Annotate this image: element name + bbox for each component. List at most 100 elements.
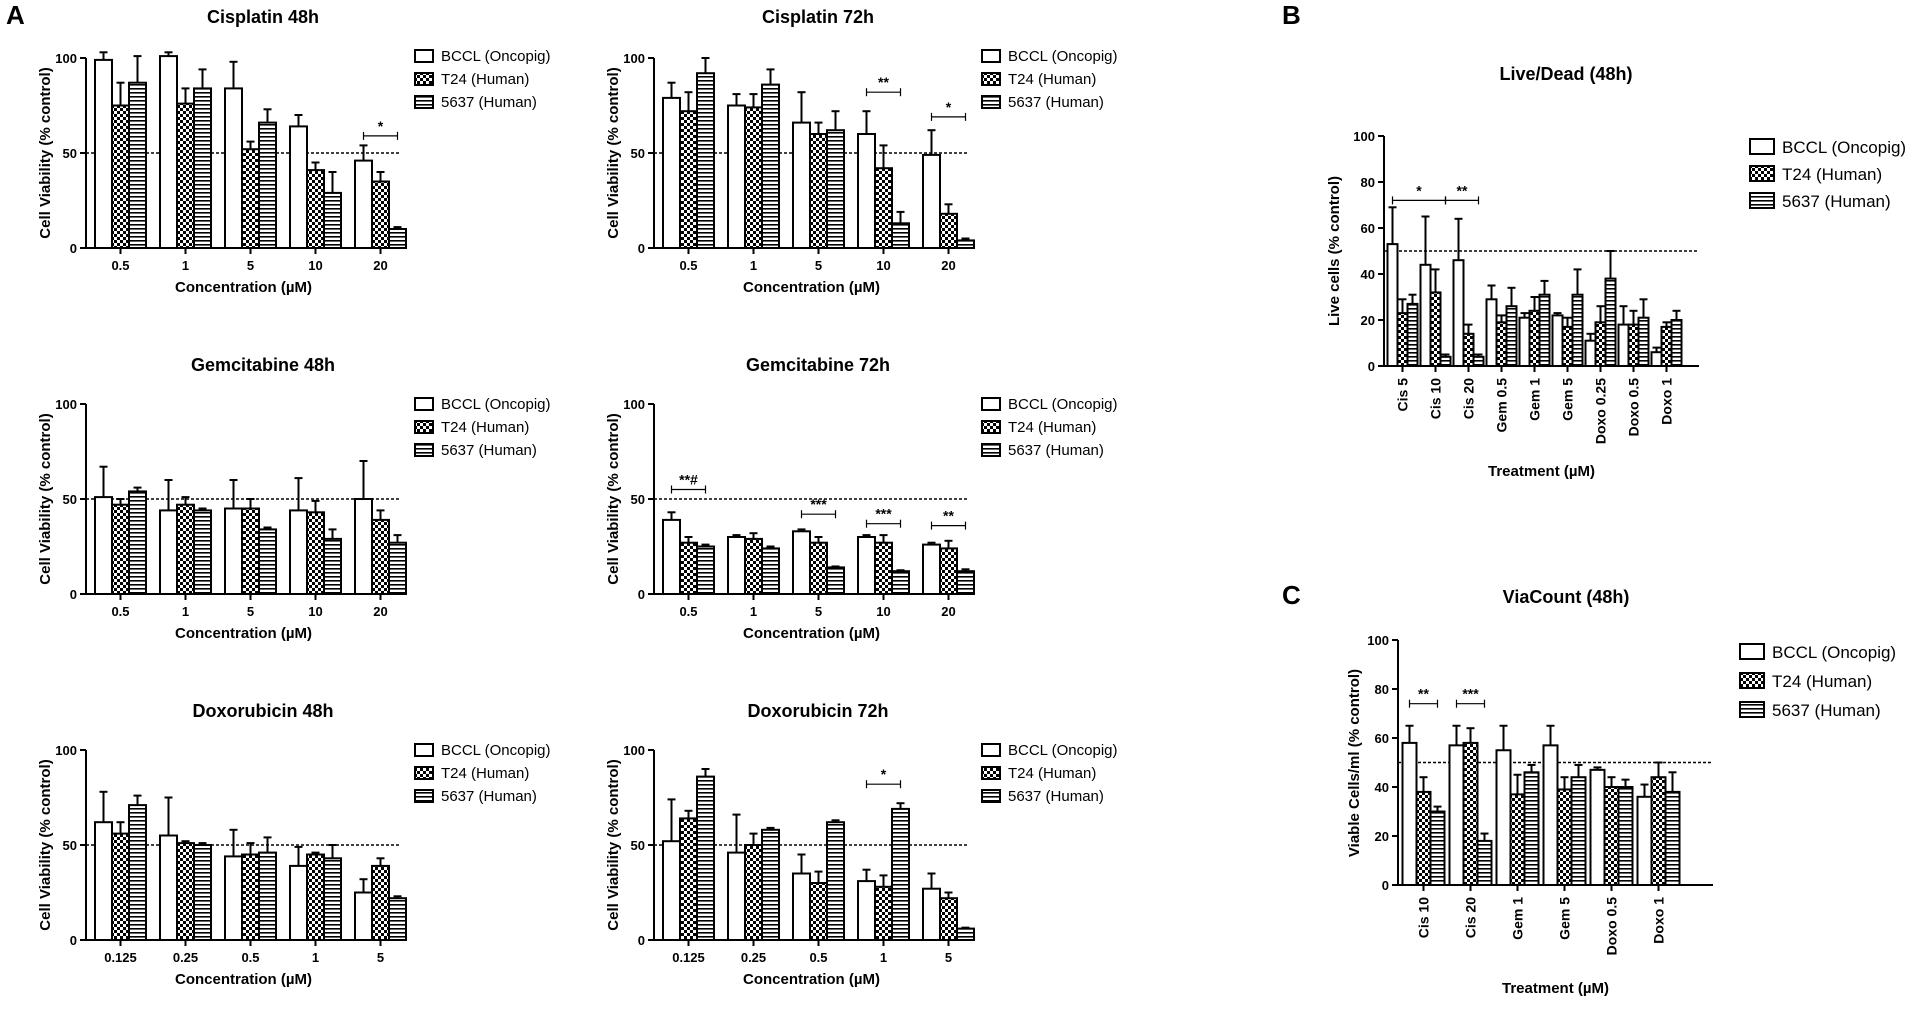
- legend-swatch: [1739, 643, 1765, 660]
- y-tick-label: 100: [623, 743, 645, 758]
- y-tick-label: 100: [55, 51, 77, 66]
- chart-gemcitabine-48h: Gemcitabine 48h Cell Viability (% control…: [37, 355, 550, 642]
- legend-entry: BCCL (Oncopig): [441, 396, 550, 413]
- legend-entry: BCCL (Oncopig): [1782, 138, 1906, 157]
- legend-entry: T24 (Human): [441, 419, 529, 436]
- legend-entry: 5637 (Human): [1008, 442, 1104, 459]
- bar: [1594, 321, 1607, 367]
- bar: [922, 887, 941, 942]
- legend-entry: 5637 (Human): [1008, 94, 1104, 111]
- x-tick-label: 20: [373, 258, 387, 273]
- legend-swatch: [1739, 701, 1765, 718]
- chart-title: Cisplatin 48h: [207, 7, 319, 27]
- bar: [1556, 788, 1573, 887]
- x-tick-label: Doxo 0.25: [1593, 378, 1609, 444]
- legend-swatch: [981, 397, 1001, 411]
- bar: [891, 570, 910, 596]
- bar: [388, 228, 407, 249]
- bar: [323, 537, 342, 596]
- significance-label: **: [943, 508, 954, 524]
- legend-swatch: [981, 743, 1001, 757]
- legend-swatch: [1749, 192, 1775, 209]
- bar: [1617, 786, 1634, 886]
- chart-cisplatin-72h: Cisplatin 72h Cell Viability (% control) 0…: [605, 7, 1117, 296]
- y-tick-label: 60: [1361, 221, 1375, 236]
- y-tick-label: 80: [1375, 682, 1389, 697]
- legend-swatch: [981, 789, 1001, 803]
- bar: [956, 927, 975, 941]
- y-axis-label: Cell Viability (% control): [37, 759, 54, 930]
- bar: [809, 133, 828, 249]
- legend-swatch: [981, 49, 1001, 63]
- bar: [94, 496, 113, 596]
- legend-entry: T24 (Human): [1008, 765, 1096, 782]
- panel-letter-b: B: [1282, 0, 1301, 30]
- chart-title: Doxorubicin 48h: [192, 701, 333, 721]
- bar: [241, 148, 260, 249]
- bar: [939, 897, 958, 942]
- x-axis-label: Concentration (µM): [175, 625, 312, 642]
- legend-swatch: [1739, 672, 1765, 689]
- bar: [922, 543, 941, 595]
- panel-letter-a: A: [6, 0, 25, 30]
- x-tick-label: 10: [876, 604, 890, 619]
- x-tick-label: 20: [941, 258, 955, 273]
- bar: [1419, 263, 1432, 367]
- x-tick-label: Doxo 0.5: [1604, 897, 1620, 956]
- chart-live-dead-48h: Live/Dead (48h) Live cells (% control) 0 20…: [1326, 64, 1906, 480]
- legend-entry: T24 (Human): [1008, 71, 1096, 88]
- y-axis-label: Cell Viability (% control): [605, 759, 622, 930]
- bar: [258, 528, 277, 596]
- bar: [1485, 298, 1498, 367]
- y-tick-label: 40: [1361, 267, 1375, 282]
- bar: [306, 511, 325, 595]
- y-tick-label: 0: [638, 587, 645, 602]
- bar: [956, 239, 975, 249]
- bar: [939, 547, 958, 596]
- significance-label: **#: [679, 472, 698, 488]
- bar: [744, 537, 763, 596]
- bar: [874, 167, 893, 249]
- bar: [696, 545, 715, 595]
- bar: [1650, 776, 1667, 887]
- bar: [1589, 768, 1606, 886]
- bar: [1570, 776, 1587, 887]
- bar: [744, 844, 763, 941]
- x-tick-label: 5: [815, 604, 822, 619]
- bar: [241, 507, 260, 595]
- bar: [1495, 321, 1508, 367]
- y-tick-label: 100: [1353, 129, 1375, 144]
- legend-entry: 5637 (Human): [1782, 192, 1891, 211]
- legend-swatch: [414, 49, 434, 63]
- x-tick-label: 0.5: [809, 950, 827, 965]
- y-tick-label: 50: [631, 838, 645, 853]
- bar: [111, 832, 130, 941]
- bar: [128, 804, 147, 941]
- bar: [1538, 293, 1551, 368]
- chart-doxorubicin-72h: Doxorubicin 72h Cell Viability (% control…: [605, 701, 1117, 988]
- x-tick-label: 0.25: [173, 950, 198, 965]
- significance-label: ***: [810, 496, 827, 512]
- legend-swatch: [981, 766, 1001, 780]
- bar: [258, 851, 277, 941]
- bar: [1452, 259, 1465, 368]
- bar: [306, 853, 325, 941]
- chart-title: Live/Dead (48h): [1499, 64, 1632, 84]
- significance-label: *: [1416, 182, 1422, 198]
- bar: [1415, 790, 1432, 887]
- bar: [922, 153, 941, 249]
- bar: [761, 547, 780, 596]
- bar: [1396, 312, 1409, 368]
- legend-entry: 5637 (Human): [1008, 788, 1104, 805]
- bar: [1664, 790, 1681, 887]
- bar: [809, 882, 828, 941]
- x-tick-label: 1: [182, 604, 189, 619]
- x-tick-label: 1: [750, 604, 757, 619]
- bar: [1406, 302, 1419, 367]
- bar: [857, 880, 876, 941]
- bar: [679, 541, 698, 596]
- bar: [241, 853, 260, 941]
- x-tick-label: Gem 5: [1557, 897, 1573, 940]
- y-tick-label: 0: [1368, 359, 1375, 374]
- bar: [792, 872, 811, 941]
